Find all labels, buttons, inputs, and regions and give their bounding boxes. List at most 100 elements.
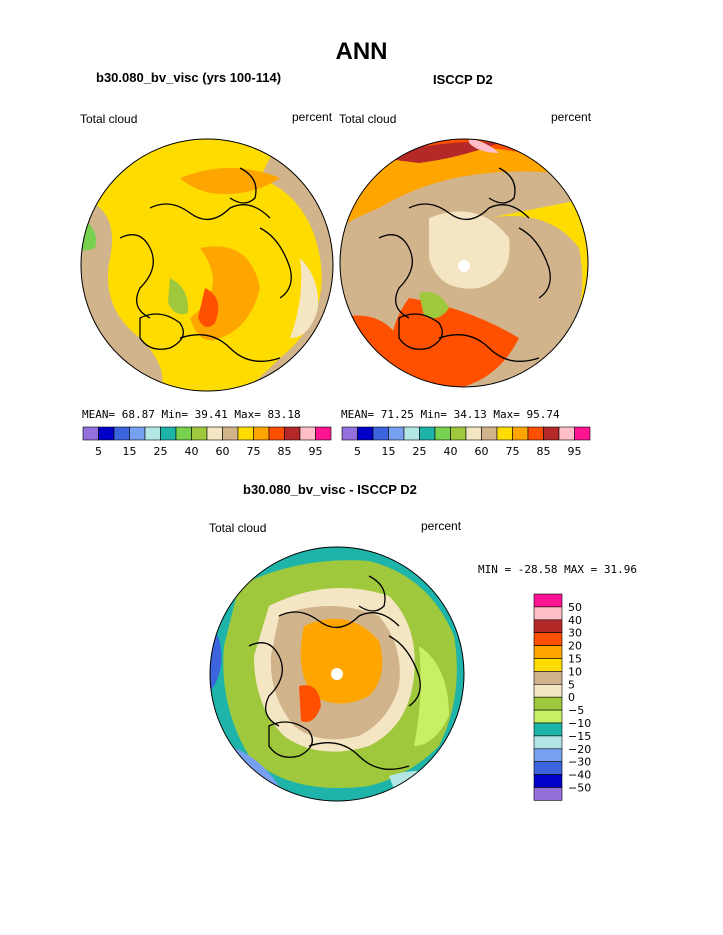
left-min-label: Min= bbox=[161, 408, 189, 421]
left-mean-label: MEAN= bbox=[82, 408, 116, 421]
diff-map-units-label: percent bbox=[421, 519, 462, 533]
diff-colorbar-box bbox=[533, 774, 563, 788]
diff-colorbar-box bbox=[533, 684, 563, 698]
right-colorbar-box bbox=[388, 426, 405, 441]
diff-colorbar-tick-label: 40 bbox=[568, 614, 582, 627]
diff-map-title: b30.080_bv_visc - ISCCP D2 bbox=[243, 482, 417, 497]
right-mean-label: MEAN= bbox=[341, 408, 375, 421]
left-colorbar-box bbox=[268, 426, 285, 441]
left-colorbar-box bbox=[82, 426, 99, 441]
diff-colorbar-box bbox=[533, 619, 563, 633]
left-max-label: Max= bbox=[234, 408, 261, 421]
right-colorbar-box bbox=[512, 426, 529, 441]
right-colorbar-tick-label: 40 bbox=[444, 445, 458, 458]
left-polar-map bbox=[80, 138, 334, 392]
left-colorbar-box bbox=[160, 426, 177, 441]
diff-colorbar-box bbox=[533, 696, 563, 711]
right-colorbar-box bbox=[574, 426, 591, 441]
left-colorbar-box bbox=[284, 426, 301, 441]
right-map-units-label: percent bbox=[551, 110, 592, 124]
diff-colorbar-box bbox=[533, 632, 563, 646]
diff-colorbar-tick-label: −5 bbox=[568, 704, 584, 717]
right-colorbar-box bbox=[372, 426, 389, 441]
left-colorbar-tick-label: 95 bbox=[309, 445, 323, 458]
right-map-case-title: ISCCP D2 bbox=[433, 72, 493, 87]
right-polar-map bbox=[339, 138, 589, 388]
diff-colorbar-tick-label: −10 bbox=[568, 717, 591, 730]
right-colorbar-tick-label: 60 bbox=[475, 445, 489, 458]
left-colorbar-box bbox=[129, 426, 146, 441]
left-min-value: 39.41 bbox=[194, 408, 228, 421]
diff-colorbar-box bbox=[533, 658, 563, 672]
right-colorbar-box bbox=[419, 426, 436, 441]
diff-colorbar-box bbox=[533, 671, 563, 685]
right-colorbar-box bbox=[357, 426, 374, 441]
left-colorbar-tick-label: 40 bbox=[185, 445, 199, 458]
right-colorbar-box bbox=[481, 426, 498, 441]
right-colorbar: 5 15 25 40 60 75 85 95 bbox=[341, 426, 591, 458]
left-colorbar-tick-label: 25 bbox=[154, 445, 168, 458]
right-colorbar-tick-label: 5 bbox=[354, 445, 361, 458]
left-colorbar-box bbox=[315, 426, 332, 441]
diff-colorbar-tick-label: 20 bbox=[568, 640, 582, 653]
right-colorbar-box bbox=[465, 426, 482, 441]
left-map-stats: MEAN= 68.87 Min= 39.41 Max= 83.18 bbox=[82, 408, 301, 421]
left-colorbar-box bbox=[206, 426, 223, 441]
right-colorbar-tick-label: 75 bbox=[506, 445, 520, 458]
right-colorbar-box bbox=[434, 426, 451, 441]
left-colorbar-box bbox=[144, 426, 161, 441]
left-map-units-label: percent bbox=[292, 110, 333, 124]
left-colorbar-tick-label: 75 bbox=[247, 445, 261, 458]
diff-colorbar-tick-label: 30 bbox=[568, 627, 582, 640]
diff-minmax-text: MIN = -28.58 MAX = 31.96 bbox=[478, 563, 637, 576]
right-mean-value: 71.25 bbox=[380, 408, 414, 421]
right-colorbar-tick-label: 25 bbox=[413, 445, 427, 458]
right-map-field-label: Total cloud bbox=[339, 112, 397, 126]
right-min-label: Min= bbox=[420, 408, 448, 421]
left-colorbar-box bbox=[113, 426, 130, 441]
right-colorbar-box bbox=[543, 426, 560, 441]
diff-colorbar-box bbox=[533, 645, 563, 659]
diff-map-field-label: Total cloud bbox=[209, 521, 267, 535]
diff-colorbar-box bbox=[533, 735, 563, 750]
left-colorbar-box bbox=[175, 426, 192, 441]
diff-colorbar-box bbox=[533, 722, 563, 737]
diff-colorbar-tick-label: −50 bbox=[568, 782, 591, 795]
left-colorbar-tick-label: 5 bbox=[95, 445, 102, 458]
left-colorbar-box bbox=[299, 426, 316, 441]
diff-colorbar-tick-label: 50 bbox=[568, 601, 582, 614]
diff-colorbar-tick-label: −30 bbox=[568, 756, 591, 769]
diff-colorbar-box bbox=[533, 709, 563, 724]
diff-colorbar-box bbox=[533, 748, 563, 763]
left-colorbar-box bbox=[191, 426, 208, 441]
right-max-label: Max= bbox=[493, 408, 520, 421]
left-colorbar-tick-label: 85 bbox=[278, 445, 292, 458]
page-title: ANN bbox=[335, 38, 388, 65]
diff-colorbar-tick-label: −20 bbox=[568, 743, 591, 756]
diff-polar-map bbox=[209, 546, 465, 802]
left-colorbar-box bbox=[98, 426, 115, 441]
right-colorbar-tick-label: 85 bbox=[537, 445, 551, 458]
right-colorbar-box bbox=[403, 426, 420, 441]
left-mean-value: 68.87 bbox=[121, 408, 155, 421]
right-colorbar-box bbox=[558, 426, 575, 441]
right-colorbar-box bbox=[496, 426, 513, 441]
left-colorbar-tick-label: 60 bbox=[216, 445, 230, 458]
left-colorbar-box bbox=[253, 426, 270, 441]
right-colorbar-tick-label: 95 bbox=[568, 445, 582, 458]
right-colorbar-box bbox=[341, 426, 358, 441]
right-colorbar-box bbox=[527, 426, 544, 441]
diff-colorbar-tick-label: −15 bbox=[568, 730, 591, 743]
diff-colorbar-tick-label: 15 bbox=[568, 653, 582, 666]
diff-colorbar-tick-label: 0 bbox=[568, 691, 575, 704]
diff-colorbar-tick-label: −40 bbox=[568, 769, 591, 782]
right-max-value: 95.74 bbox=[526, 408, 560, 421]
left-colorbar: 5 15 25 40 60 75 85 95 bbox=[82, 426, 332, 458]
diff-colorbar-box bbox=[533, 606, 563, 621]
right-colorbar-box bbox=[450, 426, 467, 441]
diff-colorbar-box bbox=[533, 761, 563, 775]
right-map-stats: MEAN= 71.25 Min= 34.13 Max= 95.74 bbox=[341, 408, 560, 421]
diff-colorbar-box bbox=[533, 593, 563, 608]
right-colorbar-tick-label: 15 bbox=[382, 445, 396, 458]
